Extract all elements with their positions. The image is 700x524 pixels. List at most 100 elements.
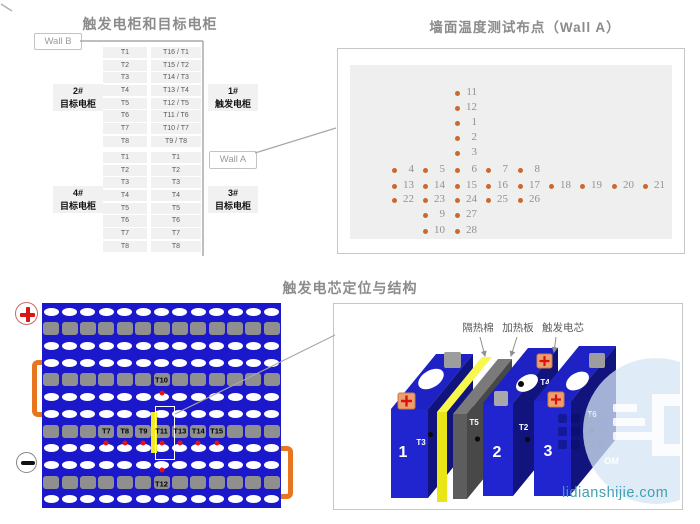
temperature-point [454, 197, 460, 203]
pack-cell-oval [135, 461, 151, 470]
temperature-point-number: 28 [466, 224, 477, 236]
pack-busbar-square [116, 475, 133, 489]
pack-cell-oval [98, 495, 114, 504]
pack-cell-oval [117, 392, 133, 401]
pack-busbar-square [263, 475, 280, 489]
pack-cell-oval [264, 495, 280, 504]
pack-cell-oval [43, 358, 59, 367]
temperature-point [454, 167, 460, 173]
cabinet-lower-table: T1 T1 T2 T2 T3 T3 T4 T4 T5 T5 T6 T6 T7 T7 T8 T8 [103, 152, 201, 252]
temperature-point-number: 1 [471, 116, 478, 128]
pack-busbar-square [98, 373, 115, 387]
pack-busbar-square [190, 322, 207, 336]
pack-cell-oval [245, 341, 261, 350]
pack-cell-oval [264, 461, 280, 470]
cabinet-cell: T4 [103, 190, 147, 202]
sensor-label: T11 [155, 426, 168, 436]
pack-cell-oval [245, 444, 261, 453]
pack-busbar-square [61, 322, 78, 336]
cabinet-cell: T7 [103, 228, 147, 240]
pack-cell-oval [209, 307, 225, 316]
pack-busbar-square [227, 475, 244, 489]
wall-a-plot-box: 11 12 1 2 3 4 5 6 7 8 13 14 15 16 17 18 19 20 21 22 23 24 25 26… [337, 48, 685, 254]
watermark-partial-text: OM [604, 456, 619, 466]
sensor-dot [159, 440, 164, 446]
pack-busbar-square [153, 424, 170, 438]
sensor-label: T2 [519, 423, 529, 432]
temperature-point-number: 11 [466, 86, 477, 98]
cell-structure-box: 1 T3 T5 [333, 303, 683, 510]
cabinet-cell: T14 / T3 [151, 72, 201, 84]
pack-busbar-square [208, 322, 225, 336]
pack-cell-oval [117, 495, 133, 504]
pack-cell-oval [80, 461, 96, 470]
pack-cell-oval [80, 495, 96, 504]
temperature-point [485, 167, 491, 173]
temperature-point [422, 167, 428, 173]
pack-busbar-square [208, 424, 225, 438]
pack-cell-oval [43, 444, 59, 453]
pack-cell-oval [190, 444, 206, 453]
gray-terminal-icon [494, 391, 508, 406]
pack-cell-oval [80, 307, 96, 316]
sensor-label: T5 [469, 418, 479, 427]
pack-cell-oval [62, 307, 78, 316]
temperature-point-number: 8 [534, 163, 541, 175]
pack-cell-oval [117, 358, 133, 367]
vent-oval [516, 374, 538, 392]
pack-cell-oval [62, 461, 78, 470]
cabinet-id: 4# [72, 188, 83, 198]
pack-busbar-square [171, 322, 188, 336]
pack-busbar-square [79, 475, 96, 489]
pack-cell-oval [209, 341, 225, 350]
sensor-dot [427, 431, 434, 438]
pack-busbar-square [116, 322, 133, 336]
pack-cell-oval [245, 410, 261, 419]
temperature-point-number: 9 [439, 208, 446, 220]
pack-cell-oval [227, 444, 243, 453]
sensor-dot [177, 440, 183, 446]
battery-1: 1 T3 [391, 352, 473, 498]
pack-cell-oval [245, 461, 261, 470]
pack-busbar-square [227, 424, 244, 438]
pack-busbar-square [43, 424, 60, 438]
cabinet-cell: T5 [103, 97, 147, 109]
pack-cell-oval [245, 495, 261, 504]
pack-busbar-square [153, 475, 170, 489]
temperature-point-number: 7 [502, 163, 509, 175]
cabinet-cell: T5 [151, 202, 201, 214]
cabinet-name: 触发电柜 [214, 98, 251, 109]
temperature-point [454, 228, 460, 234]
temperature-point [485, 183, 491, 189]
cabinet-label-3: 3# 目标电柜 [208, 186, 258, 213]
sensor-dot [474, 436, 481, 442]
cabinet-section-title: 触发电柜和目标电柜 [82, 16, 218, 32]
temperature-point-number: 15 [466, 179, 477, 191]
pack-busbar-square [43, 373, 60, 387]
pack-busbar-square [135, 475, 152, 489]
pack-busbar-square [208, 373, 225, 387]
cabinet-cell: T7 [151, 228, 201, 240]
pack-cell-oval [209, 444, 225, 453]
sensor-label: T10 [155, 375, 168, 385]
pack-busbar-square [61, 424, 78, 438]
trigger-cell-outline [155, 406, 175, 460]
sensor-dot [159, 467, 164, 473]
pack-busbar-square [79, 322, 96, 336]
sensor-label: T14 [191, 426, 205, 436]
pack-cell-oval [154, 307, 169, 316]
pack-cell-oval [264, 392, 280, 401]
pack-cell-oval [135, 307, 151, 316]
temperature-point-number: 26 [529, 193, 540, 205]
pack-cell-oval [43, 341, 59, 350]
pack-busbar-square [61, 475, 78, 489]
pack-cell-oval [117, 341, 133, 350]
cabinet-cell: T5 [103, 202, 147, 214]
cabinet-cell: T2 [103, 59, 147, 71]
cabinet-id: 1# [227, 86, 238, 96]
cabinet-name: 目标电柜 [214, 200, 251, 211]
pack-busbar-square [153, 322, 170, 336]
pack-cell-oval [80, 358, 96, 367]
temperature-point-number: 25 [497, 193, 508, 205]
cabinet-cell: T12 / T5 [151, 97, 201, 109]
